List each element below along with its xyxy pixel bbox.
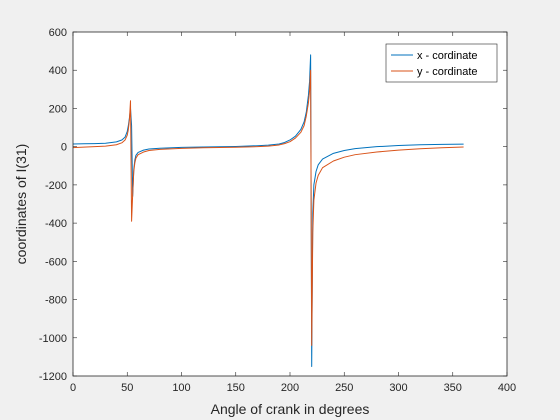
y-tick-label: -1200 bbox=[39, 371, 67, 383]
legend-box bbox=[385, 43, 498, 83]
y-tick-label: -1000 bbox=[39, 333, 67, 345]
y-tick-label: 400 bbox=[49, 65, 67, 77]
y-tick-label: 0 bbox=[61, 142, 67, 154]
axes-box bbox=[72, 31, 508, 377]
y-tick-label: -200 bbox=[45, 180, 67, 192]
x-tick-label: 200 bbox=[281, 382, 299, 394]
y-tick-label: 600 bbox=[49, 27, 67, 39]
y-tick-label: 200 bbox=[49, 103, 67, 115]
series-line-y-cordinate bbox=[72, 69, 464, 346]
x-axis-label: Angle of crank in degrees bbox=[211, 401, 370, 417]
x-tick-label: 50 bbox=[121, 382, 133, 394]
plot-area bbox=[73, 32, 507, 376]
x-tick-label: 0 bbox=[70, 382, 76, 394]
x-tick-label: 150 bbox=[227, 382, 245, 394]
legend-label: x - cordinate bbox=[417, 50, 478, 62]
y-tick-label: -600 bbox=[45, 256, 67, 268]
y-axis-label: coordinates of I(31) bbox=[13, 144, 29, 265]
x-tick-label: 100 bbox=[172, 382, 190, 394]
x-tick-label: 350 bbox=[444, 382, 462, 394]
y-tick-label: -800 bbox=[45, 295, 67, 307]
x-tick-label: 300 bbox=[389, 382, 407, 394]
x-tick-label: 400 bbox=[498, 382, 516, 394]
y-tick-label: -400 bbox=[45, 218, 67, 230]
legend-label: y - cordinate bbox=[417, 66, 478, 78]
x-tick-label: 250 bbox=[335, 382, 353, 394]
